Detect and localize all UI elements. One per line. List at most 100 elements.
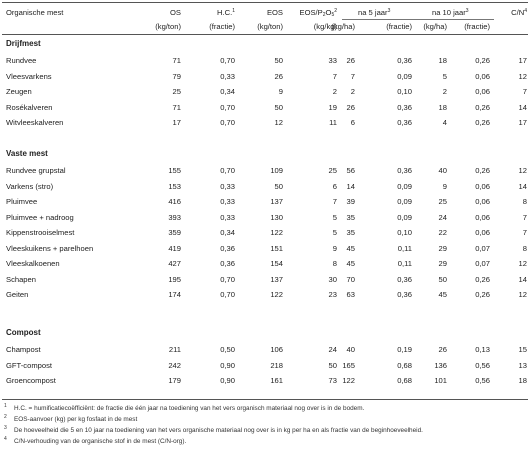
cell-kg-5: 122 — [342, 376, 355, 385]
cell-eos: 154 — [270, 259, 283, 268]
cell-fractie-5: 0,68 — [397, 360, 412, 370]
cell-kg-10: 9 — [442, 181, 447, 191]
cell-fractie-5: 0,36 — [397, 166, 412, 175]
cell-fractie-10: 0,26 — [475, 166, 490, 175]
cell-eos: 50 — [274, 102, 283, 112]
spanner-rule-10-jaar — [418, 19, 494, 20]
cell-name: Rundvee grupstal — [6, 166, 66, 175]
cell-cn: 17 — [518, 118, 527, 127]
cell-eos-p2o5: 23 — [328, 290, 337, 299]
cell-os: 419 — [168, 243, 181, 253]
cell-eos-p2o5: 8 — [332, 259, 337, 268]
cell-kg-10: 25 — [438, 197, 447, 206]
cell-kg-10: 4 — [442, 118, 447, 127]
cell-cn: 18 — [518, 376, 527, 385]
cell-hc: 0,50 — [220, 345, 235, 354]
cell-name: Champost — [6, 345, 41, 354]
cell-kg-10: 18 — [438, 56, 447, 65]
cell-fractie-5: 0,36 — [397, 274, 412, 284]
cell-fractie-5: 0,09 — [397, 212, 412, 222]
table-bottom-rule — [2, 399, 528, 400]
unit-10-fractie: (fractie) — [464, 22, 490, 31]
cell-os: 427 — [168, 259, 181, 268]
cell-hc: 0,33 — [220, 71, 235, 81]
header-na-10-jaar: na 10 jaar3 — [432, 8, 469, 17]
cell-name: Kippenstrooiselmest — [6, 228, 75, 237]
cell-hc: 0,36 — [220, 243, 235, 253]
cell-os: 416 — [168, 197, 181, 206]
cell-os: 179 — [168, 376, 181, 385]
cell-fractie-10: 0,06 — [475, 212, 490, 222]
footnote-mark: 3 — [4, 425, 7, 431]
cell-os: 242 — [168, 360, 181, 370]
cell-kg-5: 165 — [342, 360, 355, 370]
cell-eos: 137 — [270, 274, 283, 284]
cell-cn: 12 — [518, 166, 527, 175]
cell-name: Rundvee — [6, 56, 37, 65]
cell-fractie-5: 0,36 — [397, 102, 412, 112]
cell-eos-p2o5: 19 — [328, 102, 337, 112]
cell-eos-p2o5: 5 — [332, 228, 337, 237]
cell-eos-p2o5: 50 — [328, 360, 337, 370]
cell-fractie-10: 0,06 — [475, 181, 490, 191]
cell-hc: 0,33 — [220, 197, 235, 206]
cell-eos-p2o5: 11 — [329, 118, 337, 127]
header-hc: H.C.1 — [217, 8, 235, 17]
footnote-text: C/N-verhouding van de organische stof in… — [14, 438, 187, 445]
cell-cn: 7 — [522, 228, 527, 237]
cell-fractie-5: 0,19 — [397, 345, 412, 354]
unit-10-kg: (kg/ha) — [423, 22, 447, 31]
cell-eos: 106 — [270, 345, 283, 354]
cell-name: Pluimvee — [6, 197, 38, 206]
cell-kg-5: 35 — [346, 212, 355, 222]
cell-kg-5: 26 — [346, 56, 355, 65]
cell-kg-10: 45 — [438, 290, 447, 299]
header-cn: C/N4 — [511, 8, 527, 17]
unit-5-fractie: (fractie) — [386, 22, 412, 31]
cell-name: Witvleeskalveren — [6, 118, 64, 127]
cell-eos: 161 — [270, 376, 283, 385]
cell-os: 211 — [168, 345, 181, 354]
cell-eos-p2o5: 9 — [332, 243, 337, 253]
cell-kg-5: 6 — [350, 118, 355, 127]
cell-kg-5: 45 — [346, 243, 355, 253]
cell-eos: 109 — [270, 166, 283, 175]
cell-kg-5: 45 — [346, 259, 355, 268]
footnote-mark: 4 — [4, 436, 7, 442]
cell-os: 195 — [168, 274, 181, 284]
cell-kg-10: 40 — [438, 166, 447, 175]
cell-eos: 151 — [270, 243, 283, 253]
cell-kg-10: 5 — [442, 71, 447, 81]
cell-cn: 14 — [518, 102, 527, 112]
cell-cn: 15 — [518, 345, 527, 354]
cell-os: 155 — [168, 166, 181, 175]
cell-cn: 8 — [522, 197, 527, 206]
cell-name: Vleeskalkoenen — [6, 259, 60, 268]
cell-os: 25 — [172, 87, 181, 96]
cell-kg-10: 101 — [434, 376, 447, 385]
cell-os: 71 — [172, 56, 181, 65]
cell-os: 153 — [168, 181, 181, 191]
cell-hc: 0,70 — [220, 56, 235, 65]
cell-kg-5: 63 — [346, 290, 355, 299]
section-title: Vaste mest — [6, 149, 48, 158]
cell-fractie-10: 0,07 — [475, 259, 490, 268]
cell-eos-p2o5: 24 — [328, 345, 337, 354]
unit-5-kg: (kg/ha) — [331, 22, 355, 31]
cell-cn: 14 — [518, 181, 527, 191]
cell-fractie-5: 0,36 — [397, 118, 412, 127]
cell-cn: 7 — [522, 87, 527, 96]
cell-fractie-5: 0,11 — [397, 243, 412, 253]
cell-os: 79 — [172, 71, 181, 81]
cell-os: 71 — [172, 102, 181, 112]
footnote-text: EOS-aanvoer (kg) per kg fosfaat in de me… — [14, 416, 138, 423]
cell-fractie-10: 0,06 — [475, 71, 490, 81]
cell-fractie-5: 0,10 — [397, 228, 412, 237]
cell-kg-10: 24 — [438, 212, 447, 222]
cell-eos-p2o5: 33 — [328, 56, 337, 65]
cell-hc: 0,70 — [220, 274, 235, 284]
cell-fractie-5: 0,10 — [397, 87, 412, 96]
cell-fractie-10: 0,13 — [475, 345, 490, 354]
cell-fractie-5: 0,68 — [397, 376, 412, 385]
cell-fractie-10: 0,56 — [475, 376, 490, 385]
